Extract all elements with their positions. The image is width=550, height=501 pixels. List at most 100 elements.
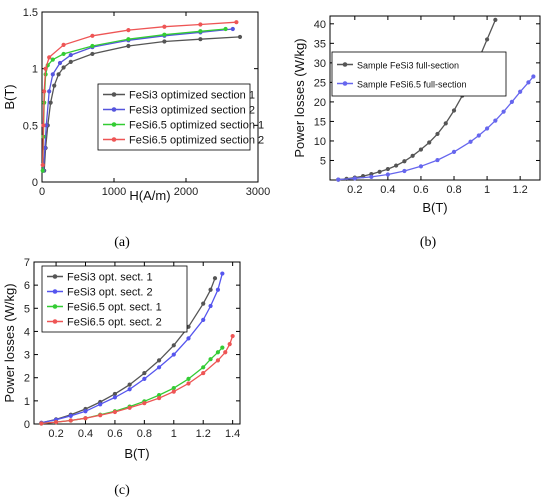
data-point xyxy=(369,174,374,179)
data-point xyxy=(418,164,424,169)
x-tick-label: 0 xyxy=(39,186,45,198)
y-tick-label: 15 xyxy=(314,116,326,128)
data-point xyxy=(215,287,221,292)
y-tick-label: 1 xyxy=(32,64,38,76)
data-point xyxy=(162,39,167,44)
data-point xyxy=(493,17,498,23)
legend-entry: FeSi3 opt. sect. 1 xyxy=(67,272,153,284)
data-point xyxy=(90,51,95,57)
x-tick-label: 2000 xyxy=(174,186,198,198)
data-point xyxy=(43,66,48,71)
x-tick-label: 1 xyxy=(171,428,177,440)
chart-a: 0 1000 2000 3000 0 0.5 1 1.5 H(A/m) B(T) FeSi3 opt… xyxy=(2,7,270,250)
legend-entry: FeSi6.5 optimized section 1 xyxy=(129,120,264,132)
data-point xyxy=(112,391,118,397)
x-tick-label: 0.4 xyxy=(380,184,395,196)
data-point xyxy=(402,159,407,164)
x-tick-label: 0.8 xyxy=(446,184,461,196)
data-point xyxy=(220,345,225,350)
data-point xyxy=(126,37,131,42)
x-tick-label: 0.4 xyxy=(78,428,93,440)
y-axis-label: Power losses (W/kg) xyxy=(292,38,307,157)
series-2 xyxy=(336,74,536,182)
x-tick-label: 0.6 xyxy=(413,184,428,196)
y-tick-label: 1 xyxy=(24,396,30,408)
data-point xyxy=(227,342,232,347)
x-tick-label: 1.4 xyxy=(225,428,240,440)
data-point xyxy=(223,350,228,355)
legend-box xyxy=(41,265,188,333)
data-point xyxy=(98,402,103,407)
data-point xyxy=(50,72,55,77)
caption-a: (a) xyxy=(114,235,130,250)
legend-entry: FeSi3 optimized section 2 xyxy=(129,105,255,117)
data-point xyxy=(518,89,523,94)
data-point xyxy=(53,420,59,425)
data-point xyxy=(198,22,203,27)
data-point xyxy=(484,126,490,131)
data-point xyxy=(526,80,531,85)
data-point xyxy=(126,43,131,49)
data-point xyxy=(418,147,424,152)
legend-entry: Sample FeSi6.5 full-section xyxy=(357,80,467,90)
data-point xyxy=(50,57,55,62)
y-tick-label: 35 xyxy=(314,38,326,50)
data-point xyxy=(39,421,44,426)
data-point xyxy=(156,365,162,370)
data-point xyxy=(126,28,131,33)
y-tick-label: 0 xyxy=(32,177,38,189)
legend: FeSi3 opt. sect. 1 FeSi3 opt. sect. 2 FeSi… xyxy=(41,265,188,333)
data-point xyxy=(142,376,147,381)
data-point xyxy=(57,60,63,66)
x-tick-label: 1 xyxy=(484,184,490,196)
caption-c: (c) xyxy=(114,483,130,498)
x-tick-label: 1.2 xyxy=(196,428,211,440)
data-point xyxy=(201,365,206,370)
data-point xyxy=(493,118,498,123)
x-tick-label: 1.2 xyxy=(513,184,528,196)
legend-swatch-marker xyxy=(111,137,117,142)
data-point xyxy=(427,140,432,145)
data-point xyxy=(186,376,191,381)
data-point xyxy=(468,139,473,144)
data-point xyxy=(40,168,45,173)
y-tick-label: 7 xyxy=(24,257,30,269)
data-point xyxy=(162,32,167,37)
data-point xyxy=(47,89,52,94)
data-point xyxy=(61,42,66,47)
y-axis-label: Power losses (W/kg) xyxy=(2,283,17,402)
data-point xyxy=(44,123,49,128)
data-point xyxy=(385,172,390,177)
data-point xyxy=(156,358,162,363)
x-axis-label: B(T) xyxy=(422,200,447,215)
data-point xyxy=(171,352,176,357)
y-axis-label: B(T) xyxy=(2,84,17,109)
data-point xyxy=(410,153,415,158)
data-point xyxy=(186,324,191,329)
y-tick-label: 1.5 xyxy=(23,7,38,19)
series-line xyxy=(41,335,234,425)
chart-b: 0.2 0.4 0.6 0.8 1 1.2 5 10 15 20 25 30 35 40 B(T) Power… xyxy=(292,15,541,250)
data-point xyxy=(90,43,95,49)
data-point xyxy=(385,166,390,172)
data-point xyxy=(435,131,440,137)
data-point xyxy=(208,357,213,362)
data-point xyxy=(484,37,490,42)
data-point xyxy=(451,108,457,113)
x-tick-label: 0.2 xyxy=(347,184,362,196)
data-point xyxy=(61,65,66,70)
data-point xyxy=(230,333,235,339)
data-point xyxy=(162,24,167,29)
y-tick-label: 6 xyxy=(24,280,30,292)
y-tick-label: 0 xyxy=(24,419,30,431)
legend-swatch-marker xyxy=(52,304,58,309)
data-point xyxy=(83,409,88,414)
data-point xyxy=(220,271,225,276)
data-point xyxy=(90,33,95,38)
y-tick-label: 3 xyxy=(24,350,30,362)
data-point xyxy=(127,382,132,387)
data-point xyxy=(198,29,203,34)
legend-entry: FeSi3 optimized section 1 xyxy=(129,90,255,102)
data-point xyxy=(435,157,440,163)
